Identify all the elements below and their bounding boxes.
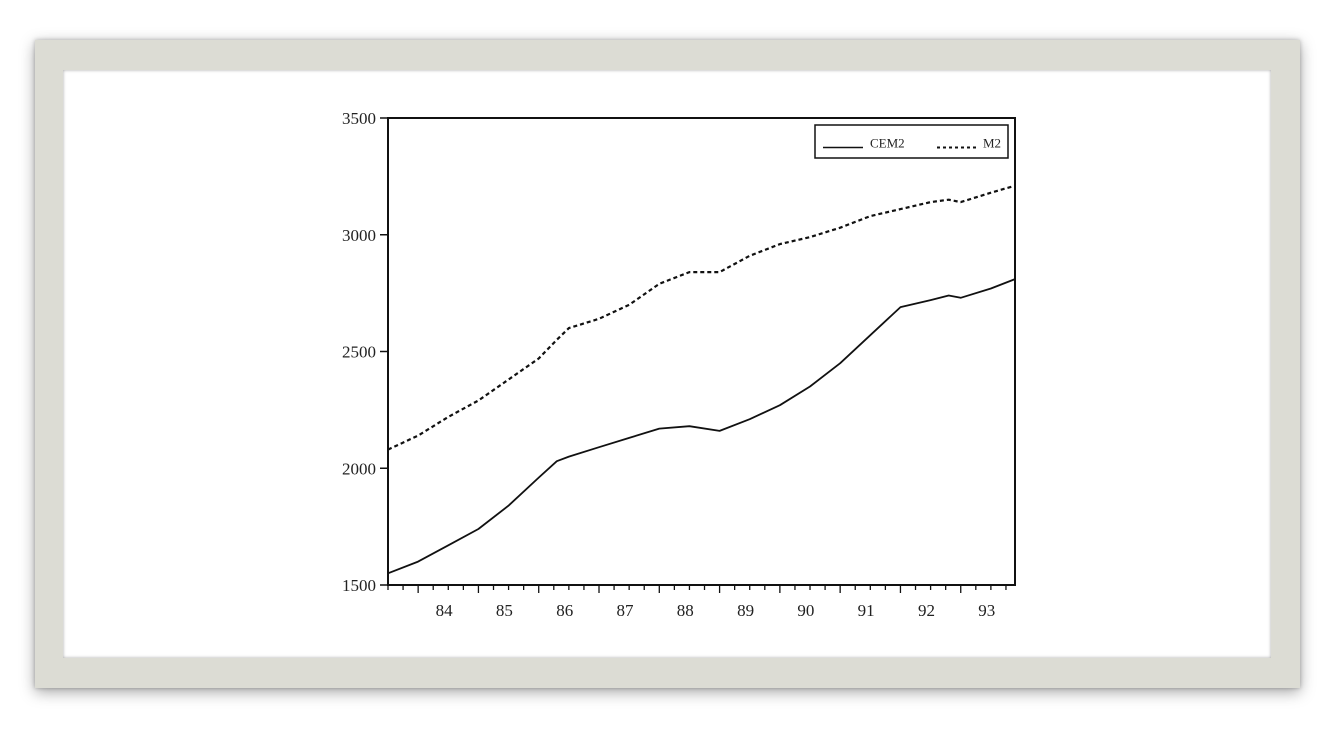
- y-axis: 1500 2000 2500 3000 3500: [342, 109, 388, 595]
- series-line-m2: [387, 184, 1016, 451]
- legend: CEM2 M2: [814, 124, 1009, 159]
- x-tick-label: 90: [797, 601, 814, 620]
- x-tick-label: 85: [496, 601, 513, 620]
- legend-box: [814, 124, 1009, 159]
- x-tick-label: 91: [858, 601, 875, 620]
- plot-area-border: [387, 117, 1016, 586]
- y-tick-label: 3000: [342, 226, 376, 245]
- y-tick-label: 2000: [342, 459, 376, 478]
- x-tick-label: 84: [436, 601, 454, 620]
- legend-label-cem2: CEM2: [870, 136, 905, 151]
- legend-label-m2: M2: [983, 136, 1001, 151]
- chart-panel: [63, 70, 1271, 658]
- series-layer: [387, 184, 1016, 575]
- x-tick-label: 86: [556, 601, 573, 620]
- series-line-cem2: [387, 278, 1016, 575]
- x-tick-label: 87: [617, 601, 635, 620]
- y-tick-label: 3500: [342, 109, 376, 128]
- x-axis: 84 85 86 87 88 89 90 91 92 93: [387, 585, 1007, 620]
- y-tick-label: 1500: [342, 576, 376, 595]
- x-tick-label: 93: [978, 601, 995, 620]
- x-tick-label: 89: [737, 601, 754, 620]
- y-tick-label: 2500: [342, 343, 376, 362]
- x-tick-label: 88: [677, 601, 694, 620]
- x-tick-label: 92: [918, 601, 935, 620]
